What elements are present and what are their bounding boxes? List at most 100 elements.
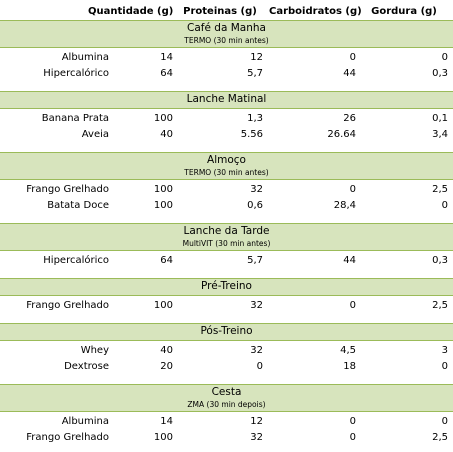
food-name: Hipercalórico: [43, 255, 109, 266]
fat-value: 0,1: [432, 113, 448, 124]
protein-value: 12: [250, 416, 263, 427]
protein-value: 1,3: [247, 113, 263, 124]
food-name: Dextrose: [64, 361, 109, 372]
food-row: Albumina 14 12 0 0: [0, 414, 453, 430]
fat-value: 0: [441, 200, 448, 211]
carbs-value: 0: [349, 184, 356, 195]
fat-value: 0: [441, 416, 448, 427]
food-name: Banana Prata: [41, 113, 109, 124]
carbs-value: 0: [349, 432, 356, 443]
quantity-value: 100: [153, 200, 173, 211]
fat-value: 3,4: [432, 129, 448, 140]
header-protein: Proteinas (g): [183, 6, 257, 17]
meal-divider: [0, 108, 453, 109]
carbs-value: 18: [343, 361, 356, 372]
meal-divider: [0, 20, 453, 21]
quantity-value: 40: [160, 129, 173, 140]
protein-value: 5.56: [240, 129, 263, 140]
meal-divider: [0, 384, 453, 385]
meal-header: Café da Manha TERMO (30 min antes): [0, 20, 453, 48]
carbs-value: 28,4: [333, 200, 356, 211]
meal-header: Pré-Treino: [0, 278, 453, 296]
fat-value: 3: [441, 345, 448, 356]
carbs-value: 4,5: [340, 345, 356, 356]
food-row: Whey 40 32 4,5 3: [0, 343, 453, 359]
meal-divider: [0, 295, 453, 296]
food-row: Frango Grelhado 100 32 0 2,5: [0, 298, 453, 314]
header-carbs: Carboidratos (g): [269, 6, 362, 17]
quantity-value: 64: [160, 255, 173, 266]
meal-note: TERMO (30 min antes): [184, 36, 269, 45]
quantity-value: 14: [160, 52, 173, 63]
carbs-value: 0: [349, 52, 356, 63]
protein-value: 32: [250, 432, 263, 443]
food-row: Aveia 40 5.56 26.64 3,4: [0, 127, 453, 143]
meal-header: Cesta ZMA (30 min depois): [0, 384, 453, 412]
meal-title: Café da Manha: [187, 22, 266, 34]
fat-value: 0,3: [432, 255, 448, 266]
protein-value: 5,7: [247, 68, 263, 79]
fat-value: 2,5: [432, 184, 448, 195]
meal-title: Almoço: [207, 154, 246, 166]
meal-divider: [0, 152, 453, 153]
meal-divider: [0, 179, 453, 180]
protein-value: 12: [250, 52, 263, 63]
food-name: Hipercalórico: [43, 68, 109, 79]
meal-divider: [0, 223, 453, 224]
meal-divider: [0, 411, 453, 412]
carbs-value: 44: [343, 255, 356, 266]
protein-value: 0,6: [247, 200, 263, 211]
food-row: Banana Prata 100 1,3 26 0,1: [0, 111, 453, 127]
fat-value: 2,5: [432, 432, 448, 443]
meal-header: Almoço TERMO (30 min antes): [0, 152, 453, 180]
carbs-value: 26: [343, 113, 356, 124]
carbs-value: 44: [343, 68, 356, 79]
carbs-value: 0: [349, 300, 356, 311]
food-name: Whey: [80, 345, 109, 356]
fat-value: 0,3: [432, 68, 448, 79]
meal-title: Pós-Treino: [200, 325, 253, 337]
protein-value: 32: [250, 345, 263, 356]
protein-value: 0: [256, 361, 263, 372]
food-row: Hipercalórico 64 5,7 44 0,3: [0, 66, 453, 82]
quantity-value: 100: [153, 184, 173, 195]
quantity-value: 20: [160, 361, 173, 372]
header-fat: Gordura (g): [371, 6, 437, 17]
meal-divider: [0, 250, 453, 251]
fat-value: 2,5: [432, 300, 448, 311]
quantity-value: 40: [160, 345, 173, 356]
quantity-value: 64: [160, 68, 173, 79]
quantity-value: 100: [153, 432, 173, 443]
food-row: Frango Grelhado 100 32 0 2,5: [0, 430, 453, 446]
meal-note: ZMA (30 min depois): [187, 400, 266, 409]
meal-header: Pós-Treino: [0, 323, 453, 341]
fat-value: 0: [441, 52, 448, 63]
header-row: Quantidade (g) Proteinas (g) Carboidrato…: [0, 4, 453, 20]
meal-divider: [0, 278, 453, 279]
food-name: Frango Grelhado: [26, 300, 109, 311]
food-row: Frango Grelhado 100 32 0 2,5: [0, 182, 453, 198]
carbs-value: 26.64: [327, 129, 356, 140]
protein-value: 32: [250, 184, 263, 195]
meal-note: TERMO (30 min antes): [184, 168, 269, 177]
meal-divider: [0, 323, 453, 324]
food-row: Batata Doce 100 0,6 28,4 0: [0, 198, 453, 214]
meal-title: Pré-Treino: [201, 280, 252, 292]
food-name: Albumina: [61, 52, 109, 63]
food-row: Albumina 14 12 0 0: [0, 50, 453, 66]
header-quantity: Quantidade (g): [88, 6, 174, 17]
carbs-value: 0: [349, 416, 356, 427]
meal-divider: [0, 340, 453, 341]
fat-value: 0: [441, 361, 448, 372]
meal-title: Cesta: [211, 386, 242, 398]
meal-title: Lanche Matinal: [186, 93, 267, 105]
food-name: Frango Grelhado: [26, 184, 109, 195]
food-name: Frango Grelhado: [26, 432, 109, 443]
quantity-value: 100: [153, 300, 173, 311]
quantity-value: 100: [153, 113, 173, 124]
meal-header: Lanche Matinal: [0, 91, 453, 109]
meal-divider: [0, 47, 453, 48]
meal-header: Lanche da Tarde MultiVIT (30 min antes): [0, 223, 453, 251]
meal-note: MultiVIT (30 min antes): [182, 239, 271, 248]
food-name: Aveia: [81, 129, 109, 140]
